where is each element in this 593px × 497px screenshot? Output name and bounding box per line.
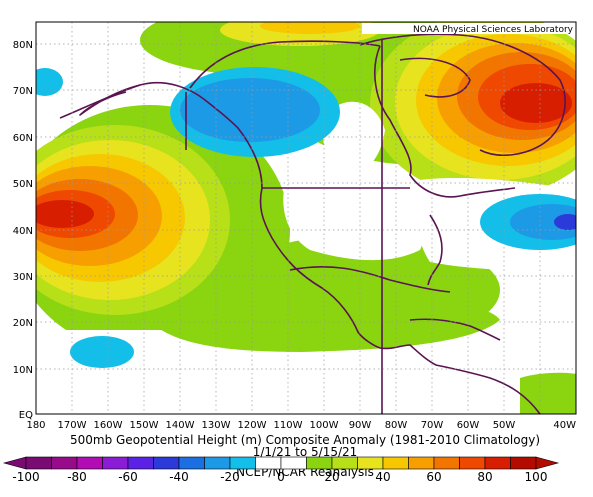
lon-labels: 180 170W 160W 150W 140W 130W 120W 110W 1… [26, 420, 576, 431]
anomaly-greenland-ridge [220, 22, 576, 197]
colorbar-label: 80 [477, 470, 492, 484]
lat-labels: 80N 70N 60N 50N 40N 30N 20N 10N EQ [13, 40, 33, 421]
anomaly-minor-lows [36, 68, 134, 368]
colorbar-label: 60 [426, 470, 441, 484]
lon-label: 110W [274, 420, 303, 431]
grid [36, 22, 576, 414]
lon-label: 100W [310, 420, 339, 431]
map-area [36, 22, 576, 414]
lat-label: 40N [13, 226, 33, 237]
colorbar-swatch [510, 456, 537, 470]
colorbar-label: -60 [118, 470, 138, 484]
anomaly-neutral-zones [36, 60, 576, 414]
lon-label: 180 [26, 420, 45, 431]
colorbar-swatch [178, 456, 205, 470]
colorbar-swatch [255, 456, 282, 470]
credit-text: NOAA Physical Sciences Laboratory [413, 25, 574, 35]
lat-label: 50N [13, 179, 33, 190]
lat-label: 30N [13, 272, 33, 283]
colorbar-label: 20 [324, 470, 339, 484]
credit-box [362, 23, 575, 34]
colorbar-arrow-low [2, 456, 27, 470]
lon-label: 130W [202, 420, 231, 431]
colorbar [2, 456, 560, 470]
lat-label: 70N [13, 86, 33, 97]
colorbar-labels: -100 -80 -60 -40 -20 0 20 40 60 80 100 [12, 470, 547, 484]
colorbar-swatch [153, 456, 180, 470]
lon-label: 60W [457, 420, 480, 431]
colorbar-swatch [408, 456, 435, 470]
lon-label: 70W [421, 420, 444, 431]
lon-label: 90W [349, 420, 372, 431]
colorbar-swatch [357, 456, 384, 470]
lat-label: 60N [13, 133, 33, 144]
anomaly-atlantic-trough [480, 194, 576, 250]
colorbar-label: -20 [220, 470, 240, 484]
lon-label: 170W [58, 420, 87, 431]
lat-label: 20N [13, 318, 33, 329]
colorbar-label: 100 [525, 470, 548, 484]
anomaly-tropical-green [150, 300, 576, 414]
lat-label: 10N [13, 365, 33, 376]
coastlines [59, 33, 566, 414]
lon-label: 40W [553, 420, 576, 431]
colorbar-swatch [382, 456, 409, 470]
colorbar-swatch [306, 456, 333, 470]
lat-label: 80N [13, 40, 33, 51]
lon-label: 150W [130, 420, 159, 431]
lat-label: EQ [19, 410, 33, 421]
lon-label: 160W [94, 420, 123, 431]
lon-label: 80W [385, 420, 408, 431]
lon-label: 140W [166, 420, 195, 431]
colorbar-label: -80 [67, 470, 87, 484]
colorbar-label: 0 [277, 470, 285, 484]
colorbar-swatch [51, 456, 78, 470]
colorbar-swatch [484, 456, 511, 470]
anomaly-pacific-ridge [36, 125, 230, 315]
colorbar-label: 40 [375, 470, 390, 484]
colorbar-swatch [102, 456, 129, 470]
lon-label: 120W [238, 420, 267, 431]
map-frame [35, 21, 577, 415]
colorbar-swatch [25, 456, 52, 470]
date-range: 1/1/21 to 5/15/21 [253, 445, 358, 459]
colorbar-swatch [229, 456, 256, 470]
anomaly-alaska-trough [170, 67, 340, 157]
colorbar-arrow-high [535, 456, 560, 470]
colorbar-swatch [433, 456, 460, 470]
map-title: 500mb Geopotential Height (m) Composite … [70, 433, 540, 447]
colorbar-swatch [127, 456, 154, 470]
lon-label: 50W [493, 420, 516, 431]
colorbar-label: -40 [169, 470, 189, 484]
colorbar-swatch [204, 456, 231, 470]
colorbar-swatch [331, 456, 358, 470]
colorbar-label: -100 [12, 470, 39, 484]
colorbar-swatch [280, 456, 307, 470]
colorbar-swatch [76, 456, 103, 470]
colorbar-swatch [459, 456, 486, 470]
